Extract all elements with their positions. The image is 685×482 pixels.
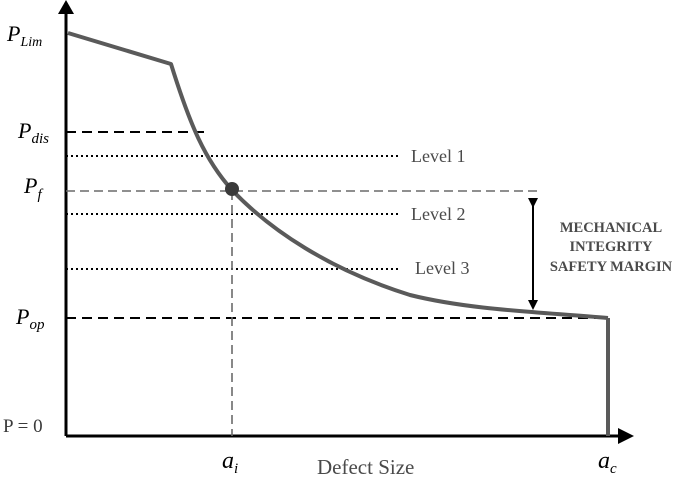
intersection-point bbox=[225, 182, 239, 196]
x-axis-title: Defect Size bbox=[317, 455, 414, 479]
p-op-label: Pop bbox=[15, 304, 45, 333]
level-1-label: Level 1 bbox=[411, 146, 465, 166]
failure-curve bbox=[67, 31, 609, 320]
safety-margin-line-3: SAFETY MARGIN bbox=[550, 259, 673, 275]
a-i-label: ai bbox=[222, 448, 238, 477]
x-axis-arrowhead bbox=[618, 428, 634, 444]
level-3-label: Level 3 bbox=[415, 258, 469, 278]
level-2-label: Level 2 bbox=[411, 204, 465, 224]
p-f-label: Pf bbox=[23, 173, 43, 203]
y-axis-arrowhead bbox=[58, 0, 74, 14]
p-dis-label: Pdis bbox=[17, 118, 49, 147]
p-zero-label: P = 0 bbox=[3, 416, 43, 437]
a-c-label: ac bbox=[598, 448, 617, 477]
safety-margin-line-2: INTEGRITY bbox=[570, 239, 654, 255]
safety-margin-line-1: MECHANICAL bbox=[560, 220, 663, 236]
p-lim-label: PLim bbox=[6, 21, 42, 50]
